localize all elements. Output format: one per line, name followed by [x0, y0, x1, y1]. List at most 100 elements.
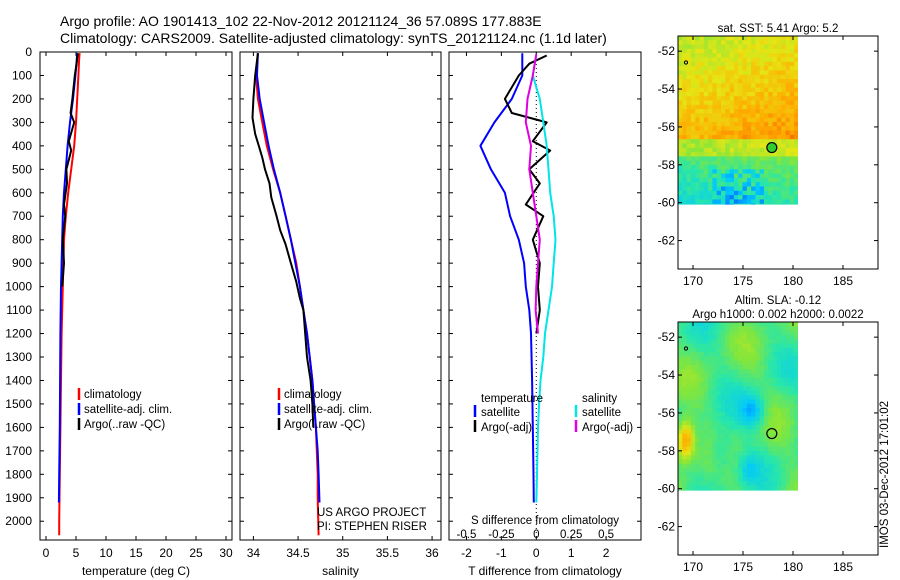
depth-tick-label: 1300 — [5, 350, 32, 364]
map-raster — [678, 322, 798, 491]
project-annotation: PI: STEPHEN RISER — [317, 521, 427, 533]
figure-title-line2: Climatology: CARS2009. Satellite-adjuste… — [60, 30, 607, 46]
series-line-2 — [531, 54, 557, 503]
lat-tick-label: -62 — [658, 234, 676, 248]
lon-tick-label: 185 — [833, 274, 853, 288]
map-title: Argo h1000: 0.002 h2000: 0.0022 — [692, 309, 863, 321]
x-tick-label: 5 — [73, 546, 80, 560]
legend-entry: satellite-adj. clim. — [284, 404, 372, 416]
x-tick-label: 34 — [247, 546, 261, 560]
x-tick-label: 35 — [336, 546, 350, 560]
legend-entry: satellite — [481, 407, 520, 419]
x-axis-label: temperature (deg C) — [82, 564, 190, 578]
difference-panel: -2 -1 0 1 2 T difference from climatology temp… — [448, 51, 642, 578]
profile-location-marker — [766, 141, 778, 154]
lat-tick-label: -54 — [658, 82, 676, 96]
depth-tick-label: 800 — [12, 233, 32, 247]
project-annotation: US ARGO PROJECT — [317, 507, 426, 519]
legend-salinity-heading: salinity — [582, 393, 617, 405]
lat-tick-label: -54 — [658, 368, 676, 382]
s-tick-label: -0.5 — [457, 529, 477, 541]
depth-tick-label: 0 — [25, 45, 32, 59]
legend-entry: Argo(-adj) — [481, 422, 532, 434]
legend-entry: satellite — [582, 407, 621, 419]
salinity-panel: 34 34.5 35 35.5 36 salinity climatology satelli… — [239, 51, 442, 578]
series-line-2 — [251, 53, 315, 428]
x-tick-label: 30 — [219, 546, 233, 560]
lon-tick-label: 175 — [733, 274, 753, 288]
x-tick-label: 20 — [159, 546, 173, 560]
depth-tick-label: 300 — [12, 115, 32, 129]
figure-title-line1: Argo profile: AO 1901413_102 22-Nov-2012… — [60, 13, 542, 29]
lat-tick-label: -58 — [658, 444, 676, 458]
depth-tick-label: 400 — [12, 139, 32, 153]
legend-entry: satellite-adj. clim. — [84, 404, 172, 416]
map-raster — [678, 36, 798, 205]
depth-tick-label: 100 — [12, 68, 32, 82]
x-tick-label: 0 — [533, 546, 540, 560]
legend-temperature-heading: temperature — [481, 393, 543, 405]
x-tick-label: 0 — [43, 546, 50, 560]
map-title: sat. SST: 5.41 Argo: 5.2 — [718, 23, 839, 35]
s-tick-label: -0.25 — [488, 529, 514, 541]
depth-tick-label: 1900 — [5, 491, 32, 505]
lon-tick-label: 180 — [783, 274, 803, 288]
s-tick-label: 0.5 — [598, 529, 614, 541]
depth-tick-label: 1400 — [5, 373, 32, 387]
depth-tick-label: 700 — [12, 209, 32, 223]
lat-tick-label: -56 — [658, 406, 676, 420]
small-location-marker — [683, 346, 689, 351]
x-axis-label: salinity — [322, 564, 359, 578]
lon-tick-label: 185 — [833, 560, 853, 574]
s-axis-label: S difference from climatology — [471, 515, 619, 527]
profile-location-marker — [766, 427, 778, 440]
legend-entry: climatology — [84, 389, 142, 401]
x-tick-label: 10 — [99, 546, 113, 560]
x-tick-label: 35.5 — [376, 546, 400, 560]
depth-tick-label: 1100 — [6, 303, 32, 317]
depth-tick-label: 1700 — [5, 444, 32, 458]
lat-tick-label: -56 — [658, 120, 676, 134]
temperature-panel: 0100200300400500600700800900100011001200… — [5, 45, 233, 578]
plot-frame — [239, 51, 442, 541]
s-tick-label: 0.25 — [560, 529, 582, 541]
lon-tick-label: 175 — [733, 560, 753, 574]
x-axis-label: T difference from climatology — [468, 564, 622, 578]
map-frame — [677, 35, 879, 270]
x-tick-label: 2 — [603, 546, 610, 560]
x-tick-label: 1 — [568, 546, 575, 560]
x-tick-label: 36 — [425, 546, 439, 560]
legend-entry: climatology — [284, 389, 342, 401]
depth-tick-label: 600 — [12, 186, 32, 200]
depth-tick-label: 2000 — [5, 514, 32, 528]
x-tick-label: 15 — [129, 546, 143, 560]
legend-entry: Argo(..raw -QC) — [84, 419, 165, 431]
lat-tick-label: -52 — [658, 330, 676, 344]
s-tick-label: 0 — [533, 529, 539, 541]
sla-map-panel: Altim. SLA: -0.12 Argo h1000: 0.002 h2000… — [658, 295, 879, 574]
series-line-0 — [479, 53, 535, 503]
depth-tick-label: 200 — [12, 92, 32, 106]
lat-tick-label: -60 — [658, 482, 676, 496]
legend-entry: Argo(..raw -QC) — [284, 419, 365, 431]
plot-frame — [448, 51, 642, 541]
depth-tick-label: 1200 — [5, 327, 32, 341]
lat-tick-label: -62 — [658, 520, 676, 534]
depth-tick-label: 900 — [12, 256, 32, 270]
side-timestamp-label: IMOS 03-Dec-2012 17:01:02 — [879, 401, 891, 548]
series-line-3 — [524, 54, 541, 334]
depth-tick-label: 1600 — [5, 420, 32, 434]
lat-tick-label: -52 — [658, 44, 676, 58]
depth-tick-label: 1000 — [5, 280, 32, 294]
x-tick-label: 34.5 — [286, 546, 310, 560]
depth-tick-label: 1500 — [5, 397, 32, 411]
map-title: Altim. SLA: -0.12 — [735, 295, 821, 307]
x-tick-label: -1 — [496, 546, 507, 560]
depth-tick-label: 500 — [12, 162, 32, 176]
x-tick-label: -2 — [461, 546, 472, 560]
small-location-marker — [683, 60, 689, 65]
plot-frame — [39, 51, 233, 541]
x-tick-label: 25 — [189, 546, 203, 560]
series-line-1 — [256, 53, 321, 503]
